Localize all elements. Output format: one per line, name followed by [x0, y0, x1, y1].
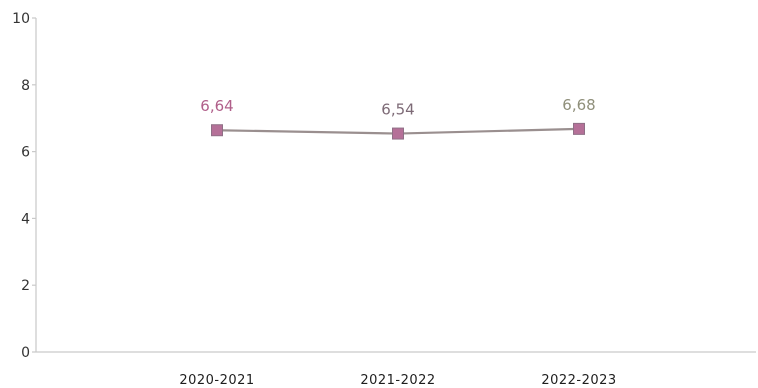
- y-tick-label: 2: [21, 278, 30, 294]
- data-point-marker: [392, 127, 404, 140]
- data-point-marker: [211, 124, 223, 137]
- y-tick-label: 8: [21, 78, 30, 94]
- y-ticks: 0 2 4 6 8 10: [12, 11, 36, 361]
- x-tick-label: 2021-2022: [360, 373, 435, 388]
- data-label: 6,68: [562, 96, 595, 114]
- y-tick-label: 6: [21, 145, 30, 161]
- y-tick-label: 4: [21, 211, 30, 227]
- x-tick-label: 2020-2021: [179, 373, 254, 388]
- data-point-marker: [573, 122, 585, 135]
- series: [211, 122, 585, 140]
- data-label: 6,64: [200, 97, 233, 115]
- data-label: 6,54: [381, 101, 414, 119]
- y-tick-label: 0: [21, 345, 30, 361]
- data-labels: 6,64 6,54 6,68: [200, 96, 595, 119]
- y-tick-label: 10: [12, 11, 30, 27]
- x-tick-label: 2022-2023: [541, 373, 616, 388]
- x-ticks: 2020-2021 2021-2022 2022-2023: [179, 373, 616, 388]
